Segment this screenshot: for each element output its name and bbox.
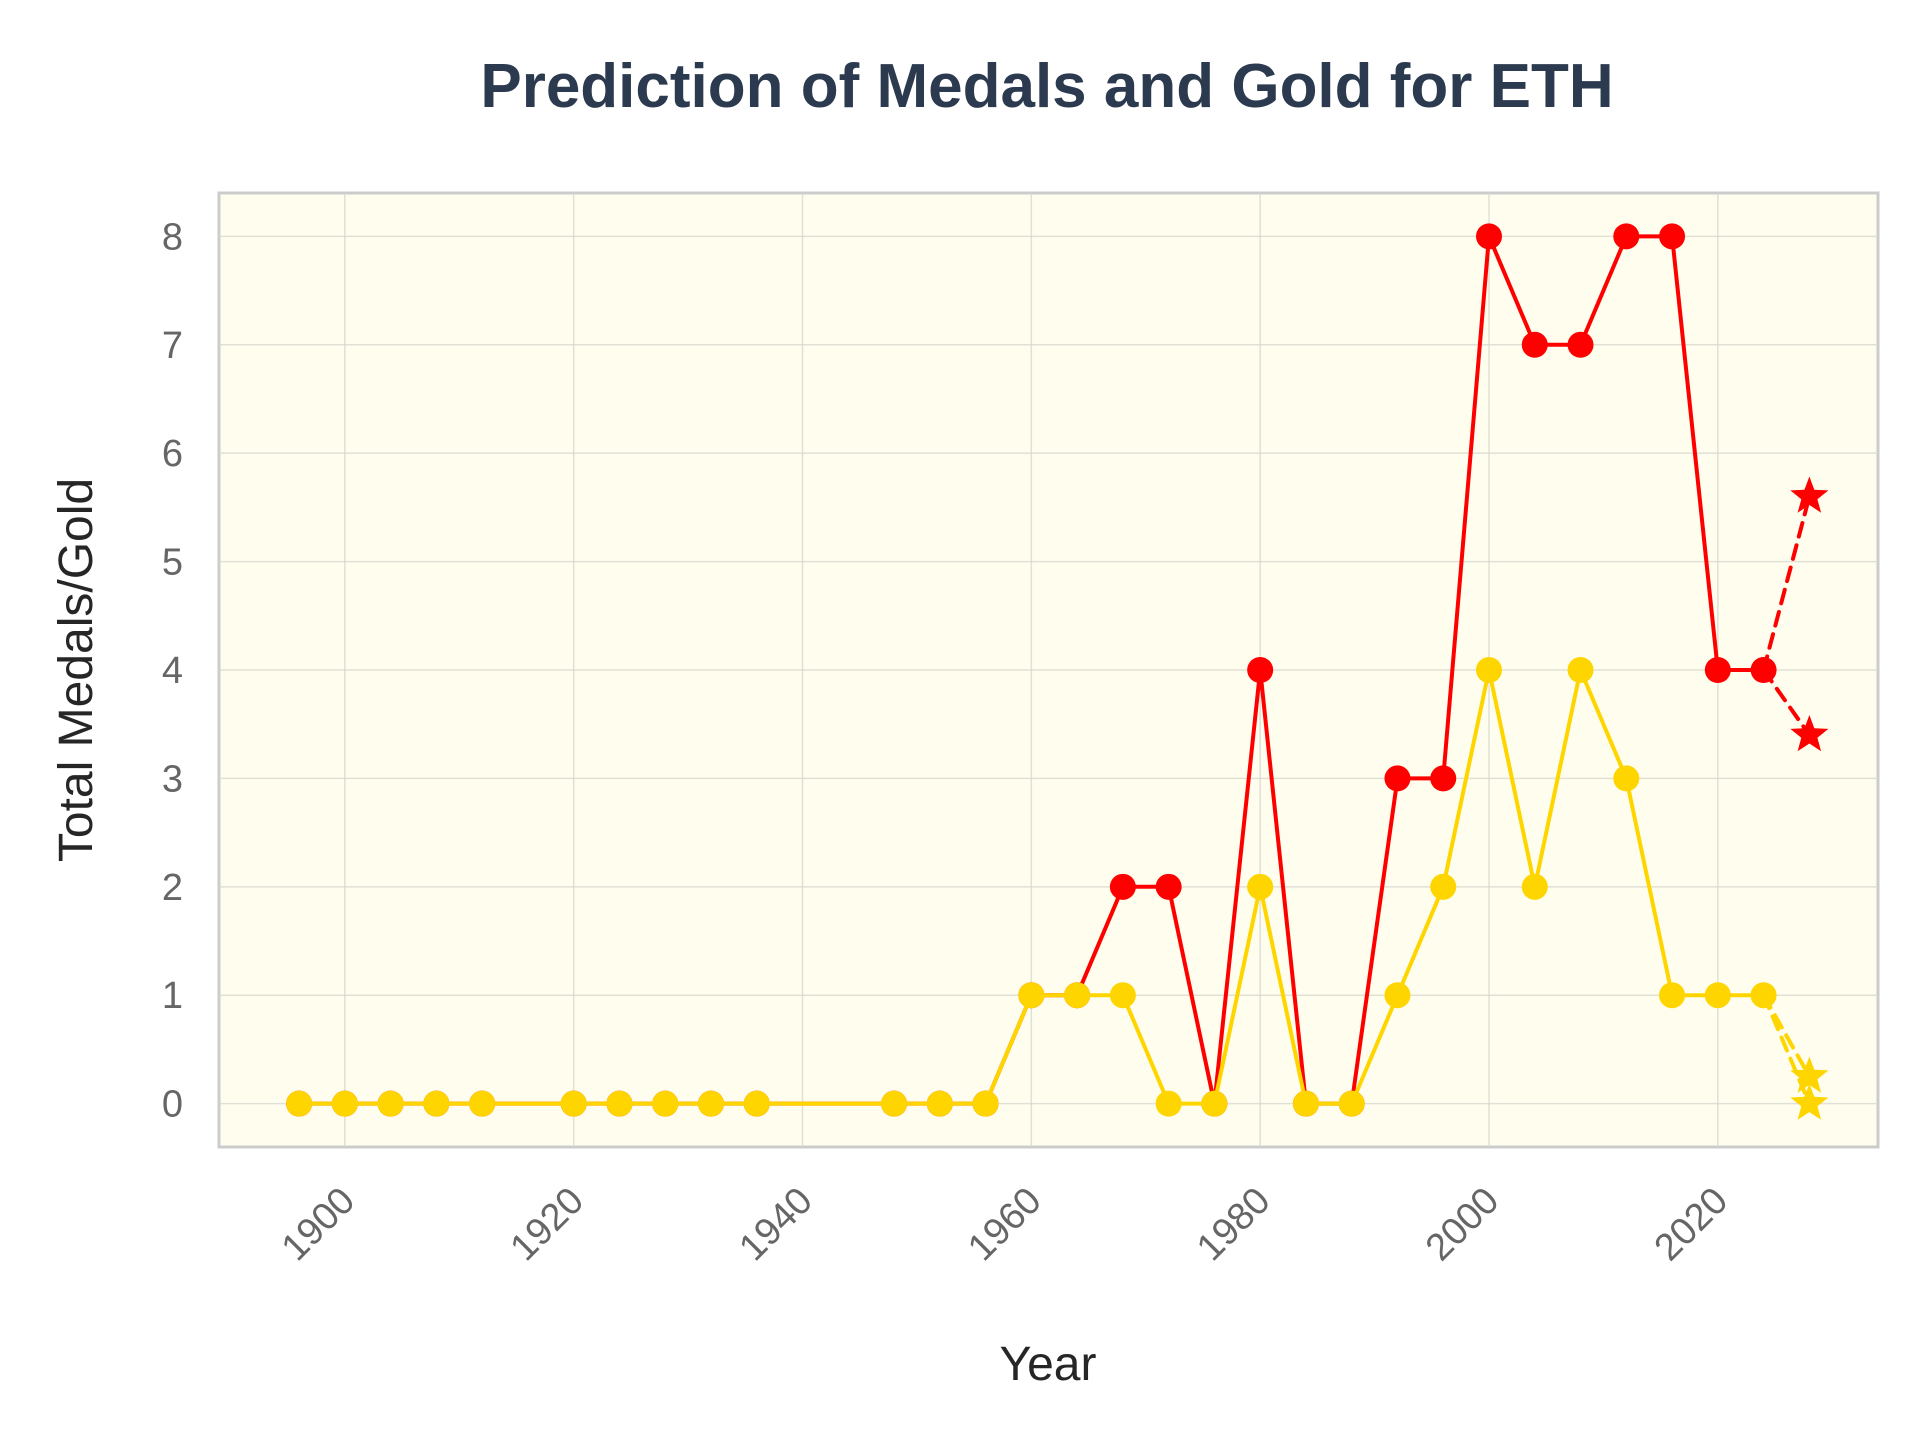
y-tick-label: 8 [162,216,183,258]
data-point [331,1090,358,1117]
data-point [697,1090,724,1117]
y-tick-label: 3 [162,758,183,800]
data-point [1384,982,1411,1009]
series-line [1761,668,1812,737]
data-point [1790,1083,1829,1120]
data-point [1659,223,1686,250]
series [1761,668,1829,752]
y-tick-label: 0 [162,1084,183,1126]
series-line [1761,494,1812,672]
data-point [1567,331,1594,358]
y-tick-label: 5 [162,542,183,584]
data-point [1521,331,1548,358]
data-point [1475,223,1502,250]
series-line [1761,993,1812,1079]
y-tick-label: 6 [162,433,183,475]
series-line [297,668,1766,1106]
data-point [1064,982,1091,1009]
data-point [972,1090,999,1117]
data-point [1247,657,1274,683]
series [286,657,1777,1117]
x-tick-label: 1940 [731,1180,820,1269]
x-axis-label: Year [1000,1338,1097,1391]
y-tick-label: 7 [162,325,183,367]
data-point [1109,873,1136,900]
data-point [881,1090,908,1117]
data-point [1613,765,1640,792]
series [1761,476,1829,672]
data-point [1155,873,1182,900]
x-tick-label: 2000 [1418,1180,1507,1269]
data-point [926,1090,953,1117]
y-tick-label: 2 [162,867,183,909]
data-point [1109,982,1136,1009]
series [1761,993,1829,1093]
data-point [1567,657,1594,683]
data-point [1790,715,1829,752]
y-tick-label: 4 [162,650,183,692]
y-axis-label: Total Medals/Gold [50,478,103,862]
data-point [1201,1090,1228,1117]
data-point [1430,765,1457,792]
data-point [1475,657,1502,683]
data-point [469,1090,496,1117]
data-point [1704,982,1731,1009]
data-point [1613,223,1640,250]
data-point [1659,982,1686,1009]
x-tick-label: 1980 [1189,1180,1278,1269]
data-point [1018,982,1045,1009]
data-point [1430,873,1457,900]
data-point [286,1090,313,1117]
chart-title: Prediction of Medals and Gold for ETH [480,52,1613,121]
x-tick-label: 1920 [503,1180,592,1269]
data-point [1790,1056,1829,1093]
data-point [652,1090,679,1117]
data-point [377,1090,404,1117]
data-point [1521,873,1548,900]
x-tick-label: 1960 [960,1180,1049,1269]
data-point [1247,873,1274,900]
y-tick-label: 1 [162,975,183,1017]
x-tick-label: 2020 [1647,1180,1736,1269]
data-point [423,1090,450,1117]
data-point [606,1090,633,1117]
data-point [1338,1090,1365,1117]
series [1761,993,1829,1120]
data-point [560,1090,587,1117]
data-point [743,1090,770,1117]
series-line [1761,993,1812,1106]
data-point [1790,476,1829,513]
data-point [1292,1090,1319,1117]
x-tick-label: 1900 [274,1180,363,1269]
data-point [1704,657,1731,683]
data-point [1384,765,1411,792]
data-point [1155,1090,1182,1117]
series-group [286,223,1829,1120]
